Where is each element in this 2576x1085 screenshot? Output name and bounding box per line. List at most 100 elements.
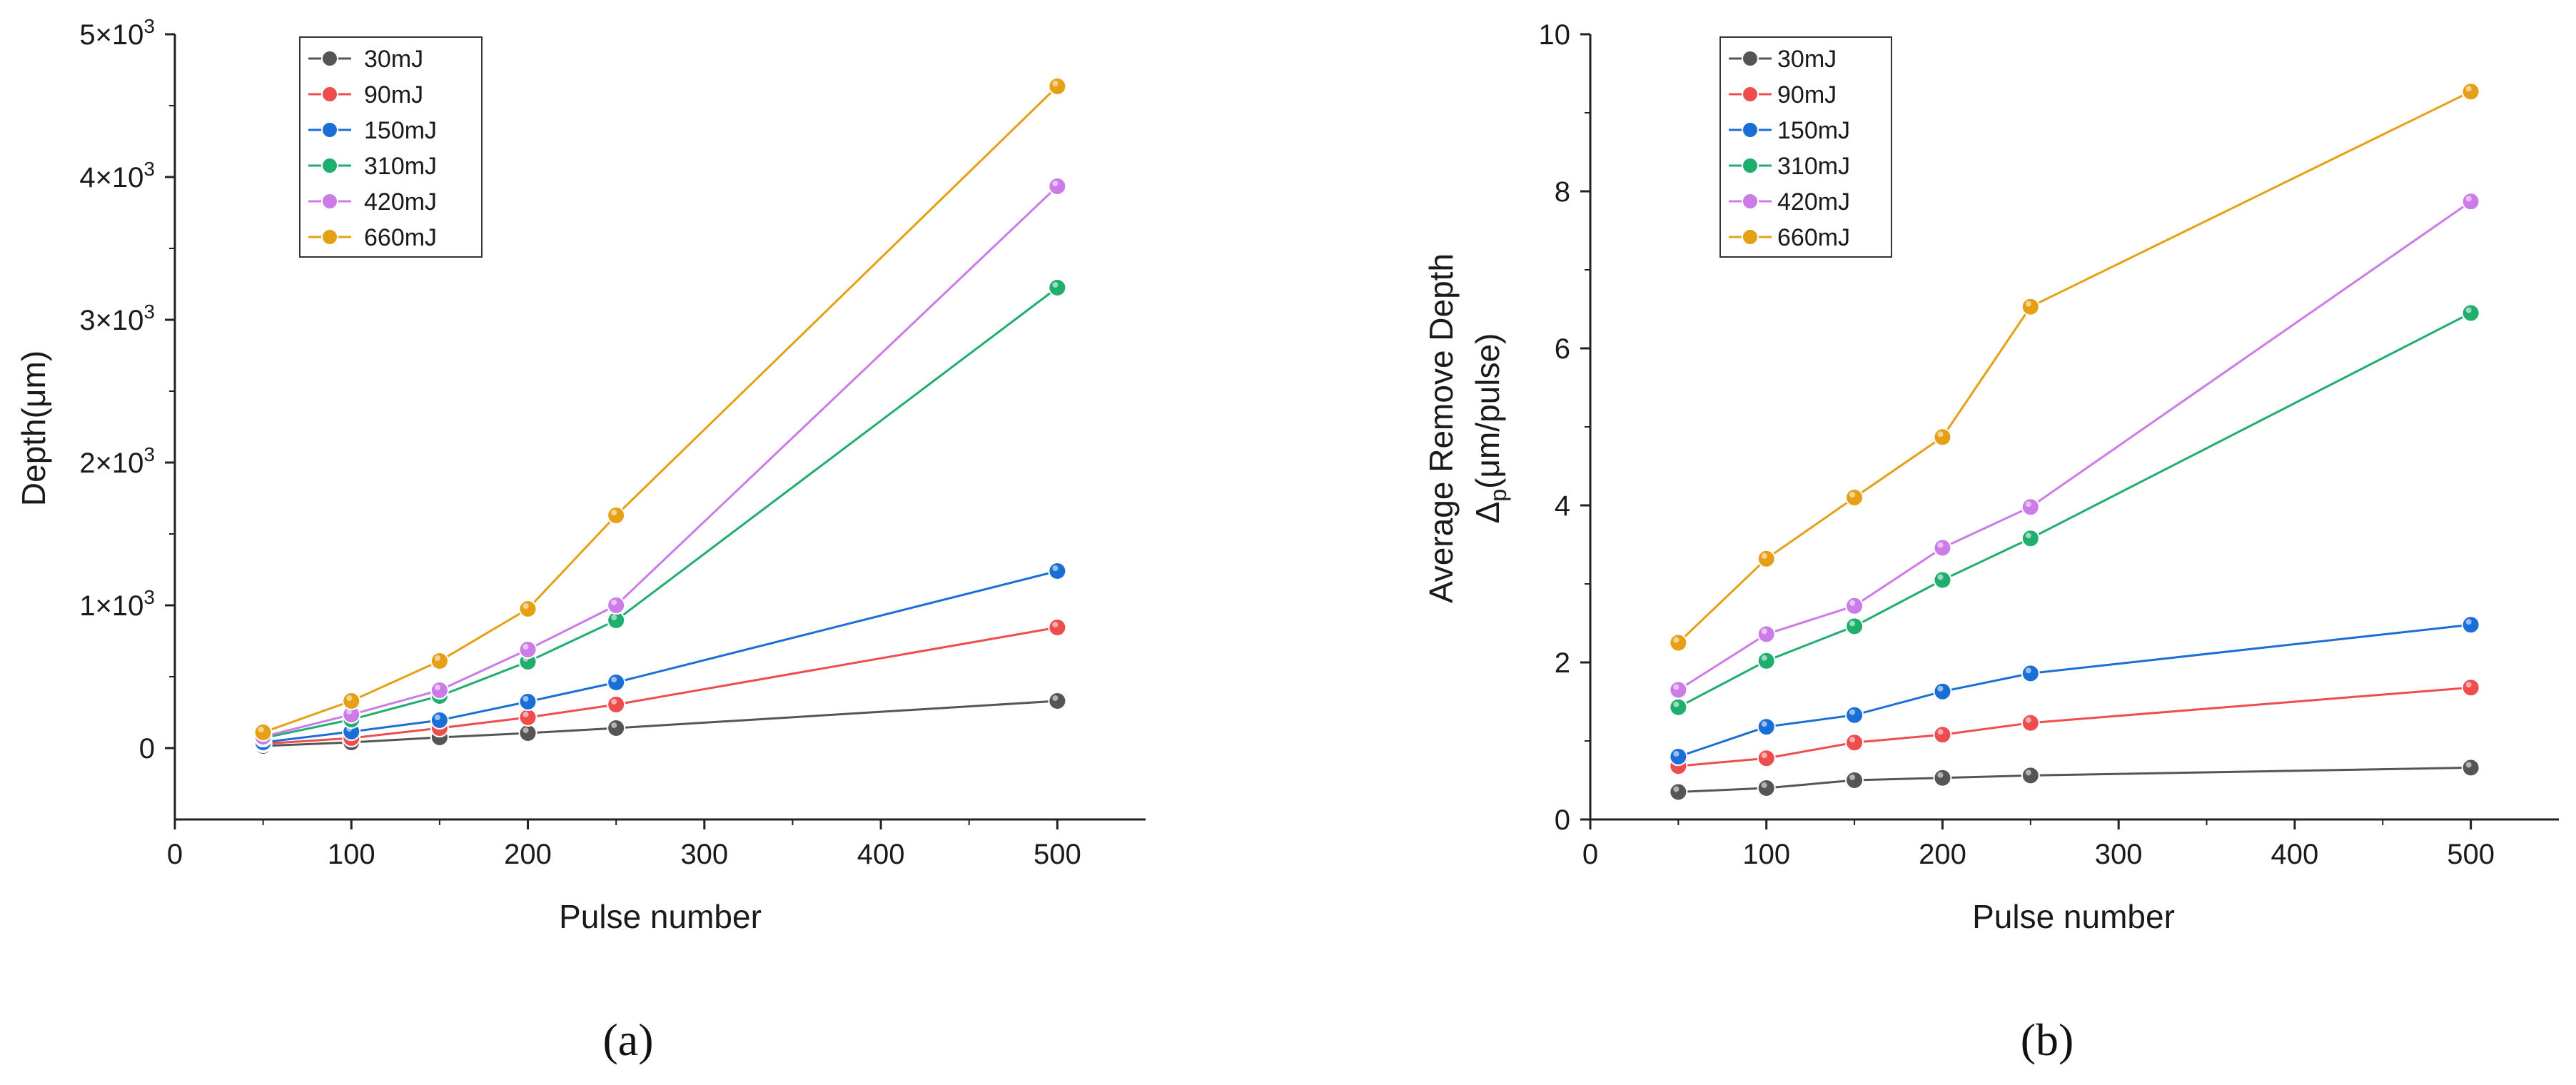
series-line-150mJ [263,570,1058,744]
panel-a-ytick-label: 3×103 [79,301,155,336]
legend-marker-310mJ [321,157,338,174]
data-point-420mJ [518,640,537,659]
panel-b: 0 100 200 300 400 500 0 2 4 6 8 10 30mJ 90mJ 150mJ 310… [1423,19,2559,1065]
panel-b-ytick-label: 0 [1555,804,1570,836]
panel-b-caption: (b) [2021,1014,2074,1065]
series-line-30mJ [1678,766,2471,793]
data-point-highlight [2025,301,2031,307]
panel-b-series [1669,82,2480,802]
data-point-310mJ [1757,651,1776,670]
panel-a-ytick-label: 0 [139,733,155,764]
panel-a-xtick-label: 100 [328,839,375,870]
data-point-highlight [2465,682,2472,688]
data-point-highlight [434,655,440,661]
panel-a-xtick-label: 400 [857,839,905,870]
panel-b-xtick-label: 400 [2271,839,2319,870]
panel-a-series [253,77,1067,755]
data-point-150mJ [2021,664,2040,683]
panel-a-ticks: 0 100 200 300 400 500 0 1×103 2×103 3×103 4×103 5×1… [79,15,1081,870]
data-point-420mJ [1933,538,1952,557]
data-point-highlight [611,510,617,515]
panel-a-ytick-label: 1×103 [79,586,155,622]
data-point-highlight [2025,667,2031,674]
panel-b-xtick-label: 0 [1582,839,1598,870]
legend-marker-310mJ [1742,157,1759,174]
data-point-highlight [1937,685,1944,692]
series-line-660mJ [263,85,1059,734]
data-point-310mJ [1933,570,1952,590]
legend-label-310mJ: 310mJ [364,153,437,180]
legend-label-30mJ: 30mJ [1777,46,1837,73]
legend-marker-150mJ [1742,121,1759,138]
data-point-highlight [1937,729,1944,735]
panel-b-ytick-label: 4 [1555,490,1570,522]
data-point-highlight [1052,565,1059,571]
panel-b-ylabel-subscript: p [1485,489,1511,502]
data-point-420mJ [1669,680,1688,700]
panel-b-ytick-label: 6 [1555,333,1570,365]
data-point-310mJ [1048,278,1067,297]
series-line-90mJ [1678,686,2471,767]
data-point-90mJ [2021,713,2040,732]
data-point-310mJ [1669,697,1688,717]
legend-label-150mJ: 150mJ [364,117,437,144]
data-point-highlight [1673,684,1680,690]
series-line-30mJ [263,700,1058,747]
data-point-highlight [2465,307,2472,313]
data-point-highlight [1052,181,1059,186]
data-point-30mJ [2461,758,2480,777]
data-point-150mJ [1757,717,1776,737]
data-point-660mJ [1048,77,1067,96]
data-point-highlight [2465,86,2472,92]
data-point-150mJ [607,673,626,692]
data-point-highlight [1849,492,1856,498]
data-point-highlight [434,715,440,720]
data-point-highlight [2025,717,2031,723]
data-point-420mJ [2461,192,2480,211]
data-point-highlight [1937,574,1944,580]
data-point-420mJ [607,596,626,615]
data-point-highlight [522,727,529,733]
legend-marker-150mJ [321,121,338,138]
data-point-highlight [1052,695,1059,701]
data-point-30mJ [607,719,626,737]
data-point-660mJ [1933,428,1952,447]
data-point-highlight [346,695,353,701]
panel-a: 0 100 200 300 400 500 0 1×103 2×103 3×103 4×103 5×1… [15,15,1146,1065]
data-point-660mJ [430,652,449,670]
panel-b-xlabel: Pulse number [1972,898,2175,935]
data-point-highlight [1761,655,1767,661]
data-point-highlight [611,699,617,705]
data-point-highlight [1673,701,1680,707]
legend-label-660mJ: 660mJ [364,224,437,251]
legend-marker-420mJ [1742,193,1759,210]
data-point-150mJ [1845,705,1864,725]
data-point-highlight [1849,709,1856,715]
data-point-highlight [611,600,617,605]
data-point-660mJ [1669,633,1688,652]
data-point-highlight [1937,542,1944,548]
data-point-660mJ [2021,297,2040,316]
data-point-90mJ [607,695,626,714]
data-point-420mJ [2021,498,2040,517]
data-point-90mJ [1757,749,1776,768]
legend-label-90mJ: 90mJ [1777,81,1837,108]
data-point-150mJ [430,711,449,730]
data-point-660mJ [607,506,626,525]
panel-a-legend-box [299,36,483,258]
data-point-highlight [2465,619,2472,625]
data-point-highlight [611,615,617,620]
data-point-660mJ [1845,488,1864,507]
data-point-150mJ [518,692,537,711]
panel-b-ytick-label: 2 [1555,647,1570,679]
legend-label-660mJ: 660mJ [1777,224,1850,251]
legend-label-310mJ: 310mJ [1777,153,1850,180]
data-point-310mJ [2021,529,2040,548]
legend-marker-660mJ [321,228,338,246]
data-point-30mJ [1933,768,1952,787]
panel-b-ylabel-unit: (μm/pulse) [1469,333,1506,489]
data-point-90mJ [1845,733,1864,752]
data-point-highlight [522,603,529,609]
data-point-highlight [611,722,617,728]
panel-a-ytick-label: 4×103 [79,158,155,193]
